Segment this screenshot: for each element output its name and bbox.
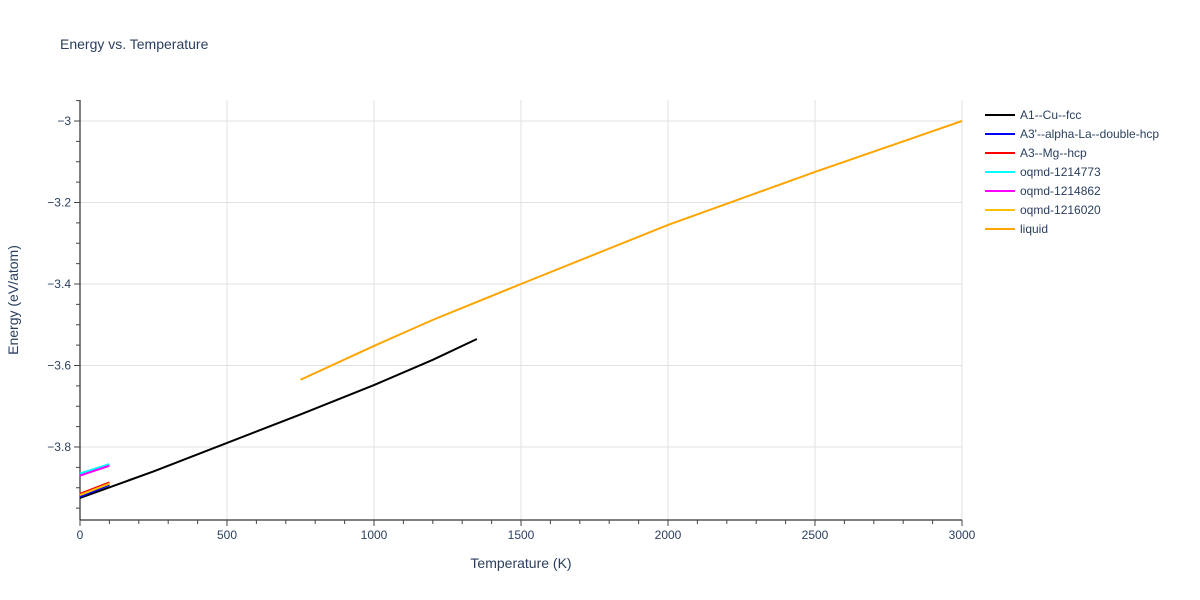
legend-swatch-icon [985,208,1015,211]
x-tick-label: 1000 [361,528,388,542]
legend-item[interactable]: liquid [985,219,1159,238]
y-tick-label: −3.2 [47,196,71,210]
legend-label: oqmd-1214773 [1020,164,1101,179]
legend-item[interactable]: oqmd-1216020 [985,200,1159,219]
y-tick-label: −3 [57,114,71,128]
series-line-oqmd-1216020[interactable] [79,482,110,497]
legend-label: A1--Cu--fcc [1020,107,1082,122]
legend: A1--Cu--fcc A3'--alpha-La--double-hcp A3--… [985,105,1159,238]
x-tick-label: 1500 [508,528,535,542]
legend-label: oqmd-1214862 [1020,183,1101,198]
legend-swatch-icon [985,151,1015,154]
legend-swatch-icon [985,227,1015,230]
y-tick-label: −3.8 [47,440,71,454]
x-tick-label: 500 [217,528,237,542]
x-axis-title: Temperature (K) [470,555,571,571]
x-tick-label: 2000 [655,528,682,542]
legend-item[interactable]: A1--Cu--fcc [985,105,1159,124]
x-tick-label: 2500 [802,528,829,542]
legend-item[interactable]: A3'--alpha-La--double-hcp [985,124,1159,143]
series-line-oqmd-1214862[interactable] [79,464,110,477]
series-line-a3-mg-hcp[interactable] [79,481,110,495]
legend-label: A3--Mg--hcp [1020,145,1087,160]
series-line-a3-alpha-la-double-hcp[interactable] [79,483,110,498]
legend-swatch-icon [985,189,1015,192]
legend-swatch-icon [985,170,1015,173]
series-line-oqmd-1214773[interactable] [79,463,110,475]
series-line-liquid[interactable] [300,120,963,381]
legend-item[interactable]: oqmd-1214773 [985,162,1159,181]
legend-item[interactable]: oqmd-1214862 [985,181,1159,200]
legend-label: liquid [1020,221,1049,236]
chart-title: Energy vs. Temperature [60,36,209,52]
legend-swatch-icon [985,132,1015,135]
y-tick-label: −3.6 [47,359,71,373]
legend-label: A3'--alpha-La--double-hcp [1020,126,1160,141]
x-tick-label: 0 [77,528,84,542]
legend-swatch-icon [985,113,1015,116]
x-tick-label: 3000 [949,528,976,542]
y-tick-label: −3.4 [47,277,71,291]
legend-label: oqmd-1216020 [1020,202,1101,217]
legend-item[interactable]: A3--Mg--hcp [985,143,1159,162]
y-axis-title: Energy (eV/atom) [5,245,21,355]
series-line-a1-cu-fcc[interactable] [79,338,478,499]
